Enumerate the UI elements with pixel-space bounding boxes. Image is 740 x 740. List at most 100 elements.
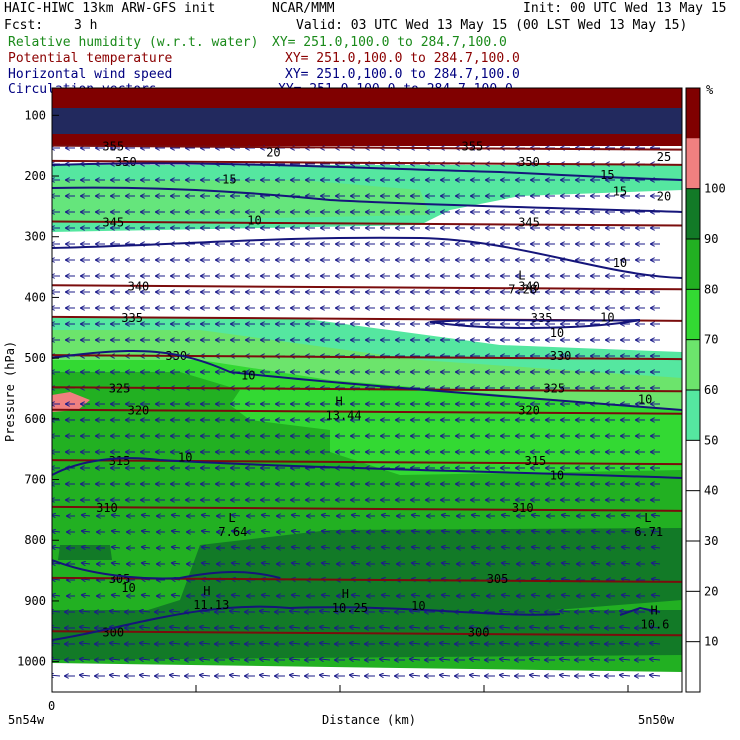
theta-label: 350 (115, 155, 137, 169)
x-axis-ticks (51, 685, 629, 692)
wind-vector (442, 595, 451, 596)
wind-vector (530, 675, 541, 676)
theta-label: 325 (543, 381, 565, 395)
wind-speed-contours (52, 162, 682, 641)
wind-vector (532, 563, 541, 564)
wind-vector (620, 659, 631, 660)
wind-vector (590, 611, 601, 612)
wind-vector (560, 627, 571, 628)
theta-label: 330 (165, 349, 187, 363)
wind-vector (410, 611, 421, 612)
wind-vector (52, 515, 61, 516)
y-tick-label: 900 (24, 594, 46, 608)
wind-vector (652, 547, 661, 548)
wind-vector (592, 579, 601, 580)
wind-vector (590, 659, 601, 660)
y-tick-label: 1000 (17, 655, 46, 669)
extremum-value: 13.44 (326, 409, 362, 423)
wind-contour-20 (52, 162, 682, 181)
theta-contour (52, 505, 682, 512)
wind-vector (352, 595, 361, 596)
wind-vector (500, 643, 511, 644)
wind-speed-label: 10 (613, 256, 627, 270)
wind-vector (170, 643, 181, 644)
wind-vector (260, 675, 271, 676)
wind-vector (202, 515, 211, 516)
wind-vector (230, 627, 241, 628)
wind-vector (260, 627, 271, 628)
wind-vector (262, 563, 271, 564)
wind-vector (502, 547, 511, 548)
colorbar-band (686, 138, 700, 189)
wind-speed-label: 10 (600, 311, 614, 325)
wind-vector (82, 547, 91, 548)
wind-vector (652, 595, 661, 596)
extremum-value: 11.13 (193, 598, 229, 612)
extremum-value: 6.71 (634, 525, 663, 539)
wind-vector (410, 659, 421, 660)
colorbar-tick-label: 40 (704, 484, 718, 498)
wind-vector (532, 595, 541, 596)
wind-speed-label: 20 (657, 189, 671, 203)
theta-label: 310 (512, 501, 534, 515)
wind-vector (80, 659, 91, 660)
y-tick-label: 800 (24, 533, 46, 547)
wind-vector (442, 531, 451, 532)
wind-vector (590, 627, 601, 628)
wind-vector (440, 627, 451, 628)
x-axis-label: Distance (km) (322, 713, 416, 727)
theta-contour (52, 459, 682, 466)
wind-vector (622, 563, 631, 564)
wind-speed-label: 10 (247, 214, 261, 228)
wind-vector (412, 595, 421, 596)
wind-vector (262, 547, 271, 548)
extremum-kind: H (336, 395, 343, 409)
wind-vector (592, 515, 601, 516)
wind-vector (140, 659, 151, 660)
wind-vector (502, 531, 511, 532)
wind-vector (590, 643, 601, 644)
colorbar-tick-label: 50 (704, 433, 718, 447)
init-time: Init: 00 UTC Wed 13 May 15 (523, 1, 727, 16)
theta-contour (52, 284, 682, 291)
theta-label: 340 (128, 279, 150, 293)
wind-contour-10-mid (429, 319, 641, 329)
theta-label: 335 (531, 311, 553, 325)
wind-vector (382, 531, 391, 532)
theta-label: 300 (468, 625, 490, 639)
wind-vector (562, 547, 571, 548)
wind-vector (352, 531, 361, 532)
plot-frame (51, 87, 683, 693)
colorbar-tick-label: 20 (704, 584, 718, 598)
wind-vector (290, 675, 301, 676)
wind-speed-label: 20 (266, 146, 280, 160)
model-title: HAIC-HIWC 13km ARW-GFS init (4, 1, 215, 16)
wind-vector (382, 515, 391, 516)
y-tick-label: 600 (24, 412, 46, 426)
wind-vector (292, 515, 301, 516)
y-tick-label: 200 (24, 169, 46, 183)
wind-vector (622, 547, 631, 548)
wind-vector (410, 675, 421, 676)
theta-label: 320 (518, 404, 540, 418)
wind-vector (52, 675, 61, 676)
wind-vector (322, 515, 331, 516)
extremum-kind: L (228, 511, 235, 525)
y-tick-label: 400 (24, 290, 46, 304)
wind-vector (652, 563, 661, 564)
wind-vector (650, 643, 661, 644)
wind-vector (560, 611, 571, 612)
wind-vector (502, 595, 511, 596)
wind-vector (590, 675, 601, 676)
colorbar-tick-label: 10 (704, 635, 718, 649)
wind-vector (142, 563, 151, 564)
wind-vector (592, 547, 601, 548)
colorbar-tick-label: 90 (704, 232, 718, 246)
wind-vector (112, 515, 121, 516)
wind-vector (652, 579, 661, 580)
wind-vector (142, 547, 151, 548)
theta-label: 355 (462, 140, 484, 154)
source-label: NCAR/MMM (272, 1, 335, 16)
wind-vector (650, 659, 661, 660)
colorbar-band (686, 188, 700, 239)
